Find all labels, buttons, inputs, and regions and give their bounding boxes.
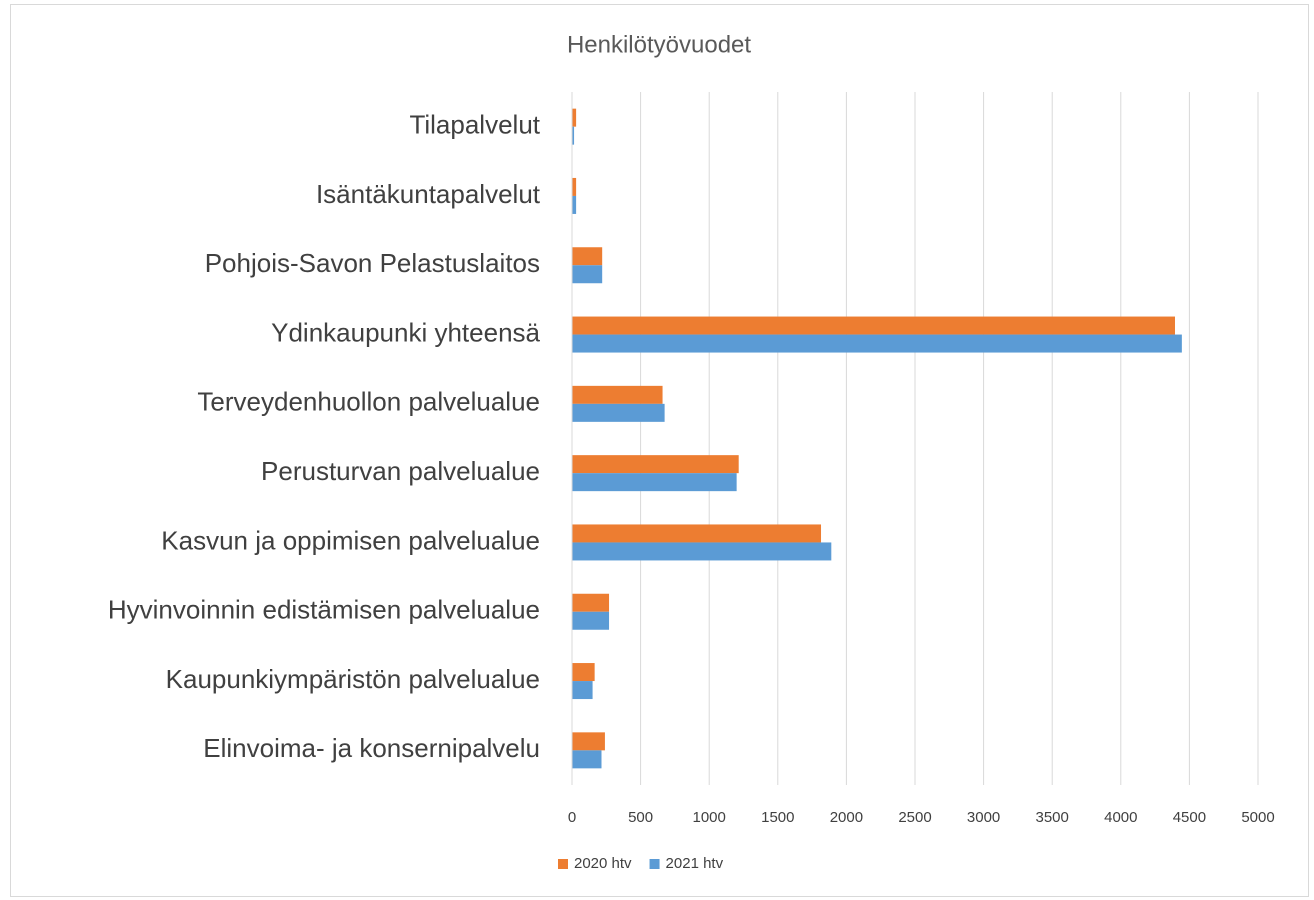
x-tick-label: 1500	[761, 809, 794, 826]
legend-label: 2020 htv	[574, 855, 632, 872]
bar	[572, 108, 577, 127]
bar	[572, 385, 663, 404]
y-tick-label: Kaupunkiympäristön palvelualue	[166, 664, 540, 694]
x-tick-label: 0	[568, 809, 576, 826]
legend-swatch	[649, 859, 660, 869]
x-tick-label: 1000	[693, 809, 726, 826]
x-tick-label: 4500	[1173, 809, 1206, 826]
bar	[572, 195, 577, 214]
bar	[572, 542, 832, 561]
legend-swatch	[558, 859, 568, 869]
bar	[572, 593, 610, 612]
y-tick-label: Elinvoima- ja konsernipalvelu	[203, 733, 540, 763]
x-tick-label: 2500	[898, 809, 931, 826]
bar	[572, 126, 575, 145]
bar	[572, 611, 610, 630]
x-tick-label: 4000	[1104, 809, 1137, 826]
bar	[572, 403, 665, 422]
y-tick-label: Pohjois-Savon Pelastuslaitos	[205, 248, 540, 278]
chart-border	[10, 4, 1309, 897]
bar	[572, 473, 737, 492]
y-tick-label: Hyvinvoinnin edistämisen palvelualue	[108, 595, 540, 625]
x-tick-label: 500	[628, 809, 653, 826]
y-tick-label: Tilapalvelut	[409, 110, 540, 140]
bar	[572, 732, 605, 751]
bar	[572, 177, 577, 196]
bar	[572, 316, 1175, 335]
bar	[572, 663, 595, 682]
bar	[572, 681, 593, 700]
y-tick-label: Terveydenhuollon palvelualue	[197, 387, 540, 417]
x-tick-label: 5000	[1241, 809, 1274, 826]
chart-title: Henkilötyövuodet	[567, 31, 751, 58]
x-tick-label: 3000	[967, 809, 1000, 826]
y-tick-label: Perusturvan palvelualue	[261, 456, 540, 486]
bar	[572, 334, 1182, 353]
x-tick-label: 3500	[1036, 809, 1069, 826]
y-tick-label: Kasvun ja oppimisen palvelualue	[161, 525, 540, 555]
bar	[572, 750, 602, 769]
y-tick-label: Ydinkaupunki yhteensä	[271, 317, 540, 347]
legend-label: 2021 htv	[666, 855, 724, 872]
bar	[572, 247, 603, 266]
bar	[572, 524, 822, 543]
x-tick-label: 2000	[830, 809, 863, 826]
y-tick-label: Isäntäkuntapalvelut	[316, 179, 541, 209]
bar	[572, 455, 739, 474]
bar	[572, 265, 603, 284]
